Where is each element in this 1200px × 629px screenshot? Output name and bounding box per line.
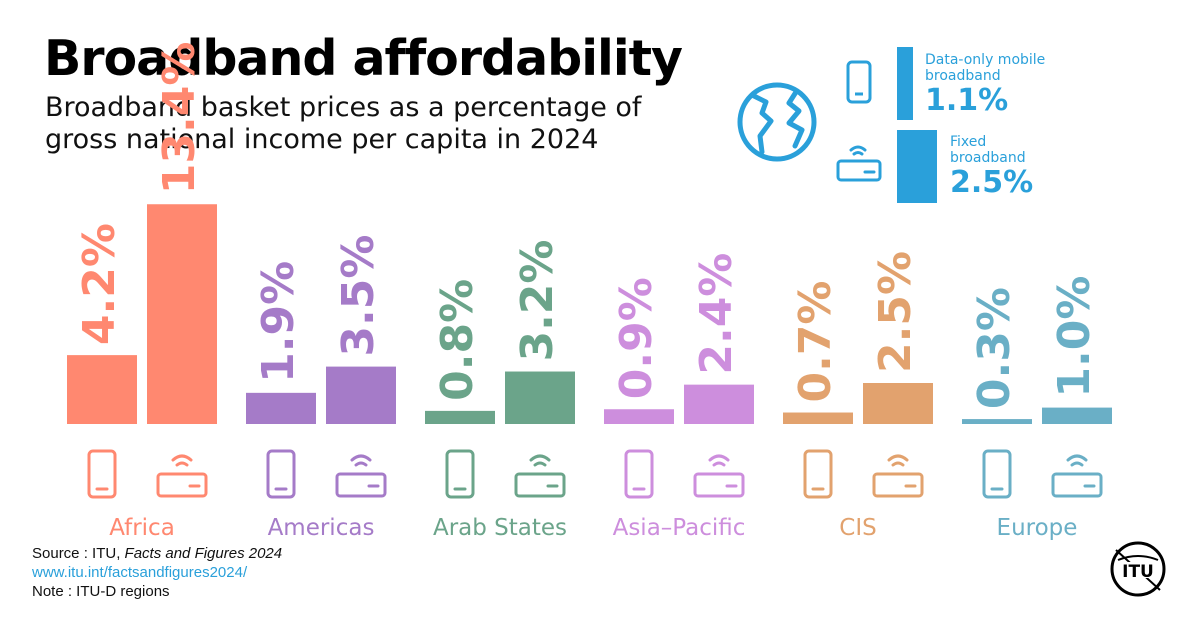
category-label-arab-states: Arab States (433, 515, 567, 541)
data-label-group: 4.2% 13.4% 1.9% 3.5% 0.8% 3.2% 0.9% 2.4% 0.7% 2.5… (74, 42, 1100, 409)
bar-europe-mobile (962, 419, 1032, 424)
legend-fixed-value: 2.5% (950, 165, 1034, 200)
mobile-phone-icon-arab-states (445, 449, 475, 499)
source-line: Source : ITU, Facts and Figures 2024 (32, 544, 282, 563)
source-title: Facts and Figures 2024 (124, 545, 283, 562)
bar-europe-fixed (1042, 407, 1112, 424)
bar-africa-fixed (147, 204, 217, 424)
category-label-africa: Africa (109, 515, 175, 541)
data-label-europe-fixed: 1.0% (1049, 276, 1100, 398)
bar-asia-pacific-fixed (684, 384, 754, 424)
globe-icon (737, 82, 817, 162)
mobile-phone-icon (846, 60, 872, 104)
data-label-asia-pacific-fixed: 2.4% (691, 253, 742, 375)
router-icon-cis (872, 454, 924, 498)
router-icon-asia-pacific (693, 454, 745, 498)
chart-title: Broadband affordability (44, 30, 683, 87)
legend-swatch-fixed (897, 130, 937, 203)
data-label-europe-mobile: 0.3% (969, 287, 1020, 409)
router-icon (836, 145, 882, 182)
category-label-asia-pacific: Asia–Pacific (613, 515, 746, 541)
bar-africa-mobile (67, 355, 137, 424)
router-icon-africa (156, 454, 208, 498)
mobile-phone-icon-americas (266, 449, 296, 499)
bar-americas-mobile (246, 392, 316, 424)
bar-arab-states-mobile (425, 410, 495, 424)
mobile-phone-icon-cis (803, 449, 833, 499)
category-icon-group (87, 449, 1103, 499)
data-label-cis-mobile: 0.7% (790, 280, 841, 402)
footer: Source : ITU, Facts and Figures 2024 www… (32, 544, 282, 601)
mobile-phone-icon-europe (982, 449, 1012, 499)
footer-note: Note : ITU-D regions (32, 583, 170, 600)
itu-logo-text: ITU (1122, 562, 1154, 582)
router-icon-europe (1051, 454, 1103, 498)
legend-swatch-mobile (897, 47, 913, 120)
legend-mobile-label: Data-only mobile broadband (925, 52, 1046, 84)
mobile-phone-icon-africa (87, 449, 117, 499)
source-link[interactable]: www.itu.int/factsandfigures2024/ (32, 564, 248, 581)
legend-fixed-label: Fixed broadband (950, 134, 1026, 166)
data-label-africa-mobile: 4.2% (74, 223, 125, 345)
data-label-asia-pacific-mobile: 0.9% (611, 277, 662, 399)
data-label-americas-mobile: 1.9% (253, 261, 304, 383)
data-label-arab-states-fixed: 3.2% (512, 239, 563, 361)
category-label-americas: Americas (268, 515, 375, 541)
data-label-africa-fixed: 13.4% (154, 42, 205, 195)
data-label-arab-states-mobile: 0.8% (432, 279, 483, 401)
itu-logo: ITU (1110, 541, 1166, 597)
bar-cis-mobile (783, 412, 853, 424)
source-prefix: Source : ITU, (32, 545, 125, 562)
legend-mobile-value: 1.1% (925, 83, 1009, 118)
category-label-group: Africa Americas Arab States Asia–Pacific CIS… (109, 515, 1077, 541)
bar-asia-pacific-mobile (604, 409, 674, 424)
bar-group (67, 204, 1112, 424)
category-label-cis: CIS (839, 515, 876, 541)
bar-arab-states-fixed (505, 371, 575, 424)
category-label-europe: Europe (997, 515, 1078, 541)
mobile-phone-icon-asia-pacific (624, 449, 654, 499)
chart-subtitle: Broadband basket prices as a percentage … (45, 92, 642, 155)
router-icon-arab-states (514, 454, 566, 498)
data-label-cis-fixed: 2.5% (870, 251, 921, 373)
data-label-americas-fixed: 3.5% (333, 235, 384, 357)
legend (737, 47, 937, 203)
bar-cis-fixed (863, 383, 933, 424)
bar-americas-fixed (326, 366, 396, 424)
router-icon-americas (335, 454, 387, 498)
